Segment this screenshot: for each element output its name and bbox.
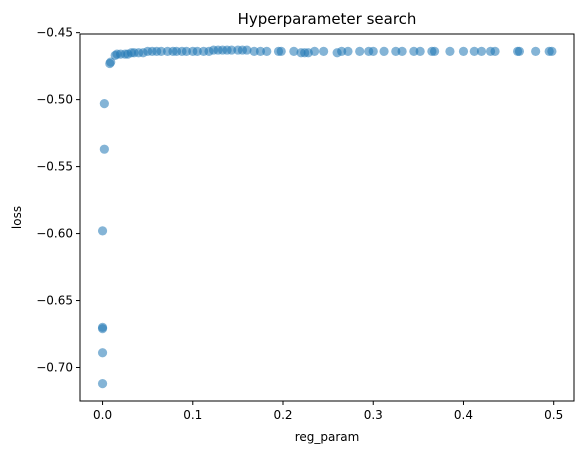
scatter-point: [97, 226, 108, 236]
scatter-point: [319, 46, 329, 57]
scatter-point: [289, 46, 299, 57]
scatter-point: [99, 144, 109, 154]
scatter-point: [249, 46, 259, 57]
scatter-point: [192, 46, 202, 57]
y-tick-label: −0.55: [36, 160, 73, 174]
scatter-point: [106, 57, 116, 67]
x-axis-label: reg_param: [295, 430, 360, 444]
scatter-point: [469, 46, 479, 57]
scatter-point: [181, 46, 192, 57]
scatter-point: [368, 46, 378, 57]
points-layer: [97, 45, 557, 389]
scatter-point: [415, 46, 425, 57]
scatter-point: [397, 46, 407, 57]
x-tick-label: 0.1: [183, 408, 202, 422]
y-tick-label: −0.60: [36, 227, 73, 241]
scatter-point: [262, 46, 272, 57]
y-axis-label: loss: [10, 206, 24, 229]
scatter-point: [276, 46, 286, 57]
scatter-point: [458, 46, 469, 57]
x-tick-label: 0.0: [93, 408, 112, 422]
y-tick-label: −0.70: [36, 361, 73, 375]
scatter-point: [97, 378, 108, 389]
scatter-point: [429, 46, 440, 57]
y-axis: −0.70 −0.65 −0.60 −0.55 −0.50 −0.45: [36, 26, 80, 375]
y-tick-label: −0.45: [36, 26, 73, 40]
y-tick-label: −0.65: [36, 294, 73, 308]
scatter-point: [409, 46, 419, 57]
scatter-point: [343, 46, 353, 57]
y-tick-label: −0.50: [36, 93, 73, 107]
scatter-point: [99, 99, 109, 109]
scatter-point: [255, 46, 266, 57]
scatter-point: [97, 348, 108, 358]
scatter-point: [490, 46, 500, 57]
x-tick-label: 0.5: [544, 408, 563, 422]
x-axis: 0.0 0.1 0.2 0.3 0.4 0.5: [93, 401, 563, 422]
chart-title: Hyperparameter search: [238, 10, 417, 28]
scatter-point: [309, 46, 320, 57]
scatter-point: [514, 46, 525, 57]
plot-frame: [79, 33, 575, 402]
scatter-point: [226, 45, 237, 55]
x-tick-label: 0.4: [454, 408, 473, 422]
scatter-point: [97, 322, 108, 332]
scatter-point: [547, 46, 557, 57]
scatter-point: [391, 46, 401, 57]
scatter-point: [355, 46, 365, 57]
x-tick-label: 0.2: [273, 408, 292, 422]
scatter-point: [379, 46, 389, 57]
scatter-point: [156, 46, 166, 57]
scatter-point: [531, 46, 541, 57]
scatter-point: [476, 46, 487, 57]
scatter-point: [445, 46, 455, 57]
x-tick-label: 0.3: [364, 408, 383, 422]
scatter-point: [337, 46, 347, 57]
scatter-point: [242, 45, 252, 55]
